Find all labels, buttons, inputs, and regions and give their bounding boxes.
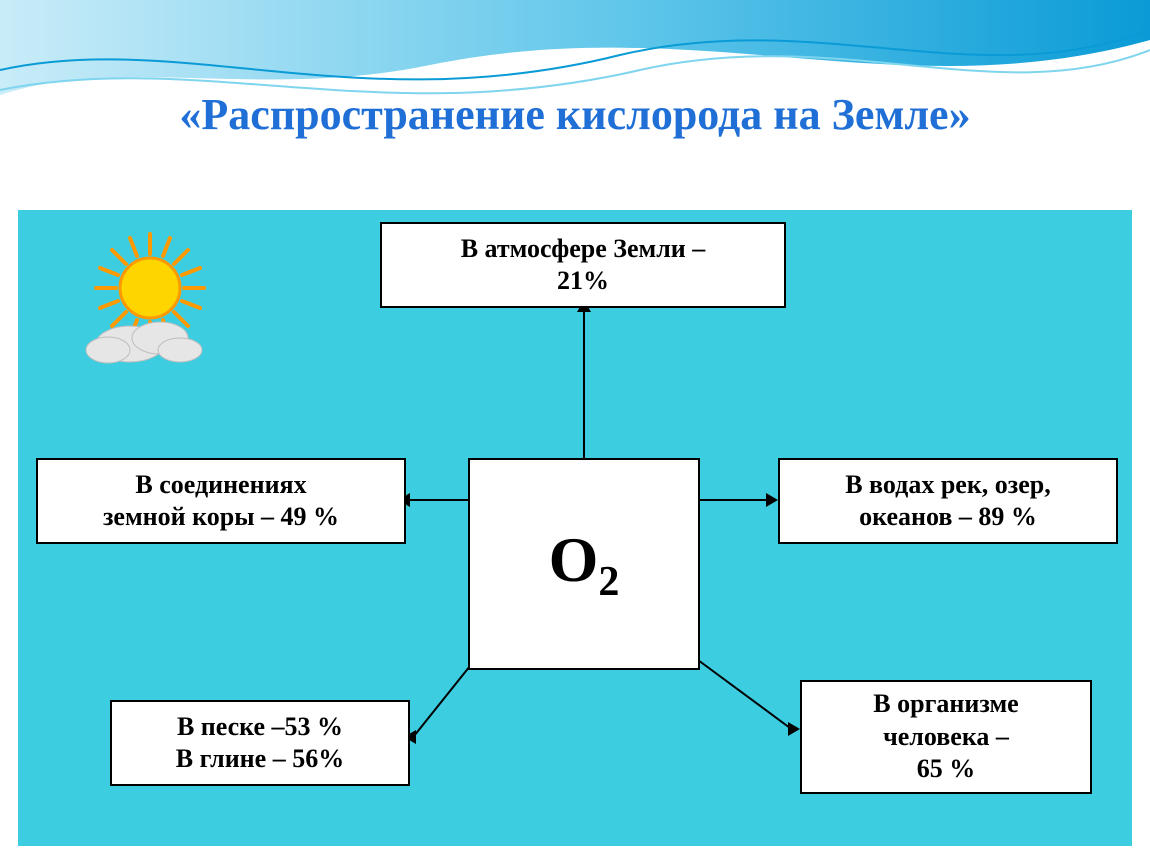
node-line: человека –	[883, 721, 1009, 754]
arrow-crust	[408, 499, 468, 501]
node-sand-clay: В песке –53 % В глине – 56%	[110, 700, 410, 786]
node-human: В организме человека – 65 %	[800, 680, 1092, 794]
arrowhead-water	[766, 493, 778, 507]
node-line: 21%	[557, 265, 609, 298]
formula: О2	[549, 520, 620, 608]
formula-sub: 2	[598, 559, 619, 605]
node-crust: В соединениях земной коры – 49 %	[36, 458, 406, 544]
node-line: земной коры – 49 %	[103, 501, 339, 534]
arrowhead-human	[788, 722, 800, 736]
node-line: В организме	[873, 688, 1018, 721]
node-line: океанов – 89 %	[859, 501, 1037, 534]
node-atmosphere: В атмосфере Земли – 21%	[380, 222, 786, 308]
node-line: В водах рек, озер,	[845, 469, 1051, 502]
node-line: 65 %	[917, 753, 976, 786]
arrow-water	[700, 499, 768, 501]
node-line: В соединениях	[135, 469, 306, 502]
slide-title: «Распространение кислорода на Земле»	[0, 90, 1150, 141]
arrow-atmosphere	[583, 310, 585, 458]
node-line: В глине – 56%	[176, 743, 344, 776]
center-node-o2: О2	[468, 458, 700, 670]
node-line: В атмосфере Земли –	[461, 233, 706, 266]
node-line: В песке –53 %	[177, 711, 343, 744]
node-water: В водах рек, озер, океанов – 89 %	[778, 458, 1118, 544]
formula-base: О	[549, 524, 599, 595]
sun-icon	[60, 226, 240, 386]
